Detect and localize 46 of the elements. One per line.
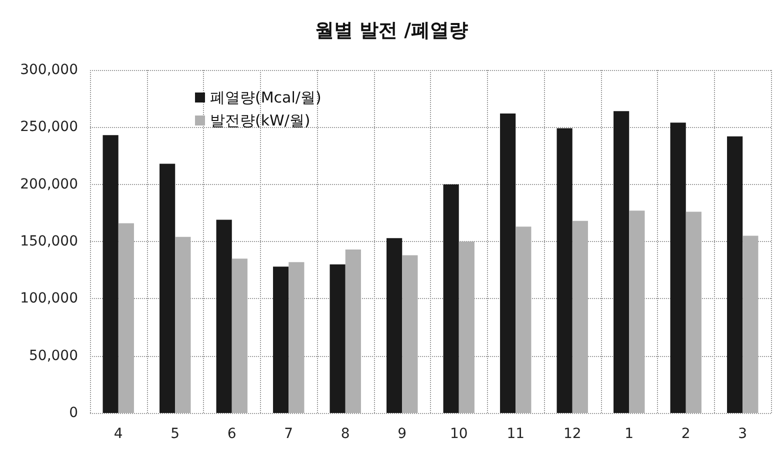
bar (443, 184, 459, 413)
bar (402, 255, 418, 413)
bar (556, 128, 572, 413)
x-tick-label: 2 (681, 426, 690, 442)
bar (516, 226, 532, 413)
bar (572, 220, 588, 413)
bar (458, 242, 474, 413)
bar (727, 136, 743, 413)
bar (742, 236, 758, 413)
legend-label: 발전량(kW/월) (210, 112, 310, 130)
bar (175, 236, 191, 413)
x-tick-label: 3 (738, 426, 748, 442)
x-tick-label: 5 (170, 426, 180, 442)
legend-label: 폐열량(Mcal/월) (210, 88, 322, 106)
bar (330, 264, 346, 413)
x-tick-label: 8 (340, 426, 350, 442)
bar (102, 135, 118, 413)
bar (118, 223, 134, 413)
y-tick-label: 150,000 (20, 234, 78, 250)
y-tick-label: 0 (69, 405, 78, 421)
x-tick-label: 10 (450, 426, 468, 442)
y-tick-label: 250,000 (20, 119, 78, 136)
bar (686, 212, 702, 413)
y-tick-label: 100,000 (20, 290, 78, 307)
bar (345, 250, 361, 413)
bar (160, 164, 176, 413)
bar (273, 266, 289, 413)
bar (386, 238, 402, 413)
y-tick-label: 200,000 (20, 176, 78, 192)
bar (500, 113, 516, 413)
x-tick-label: 12 (563, 426, 582, 442)
bar (288, 262, 304, 413)
bar (614, 111, 630, 413)
x-tick-label: 7 (284, 426, 294, 442)
x-tick-label: 9 (398, 426, 407, 442)
y-tick-label: 50,000 (29, 348, 78, 364)
bar (670, 122, 686, 413)
x-tick-label: 1 (624, 426, 634, 442)
x-tick-label: 4 (114, 426, 123, 442)
x-tick-label: 11 (506, 426, 525, 442)
bar (232, 258, 248, 413)
bar (216, 220, 232, 413)
bar (629, 210, 645, 413)
x-tick-label: 6 (227, 426, 236, 442)
chart-title: 월별 발전 /폐열량 (314, 20, 468, 42)
y-tick-label: 300,000 (20, 62, 78, 78)
